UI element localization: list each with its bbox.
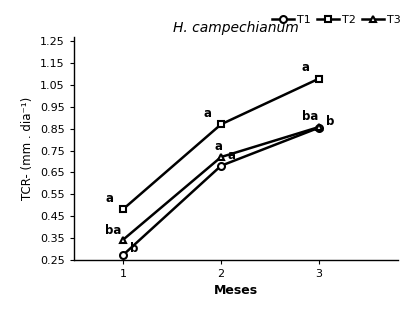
T1 (120, 253, 125, 257)
T3 (316, 125, 321, 129)
T2 (218, 122, 223, 126)
Text: a: a (203, 107, 211, 120)
Text: ba: ba (301, 110, 317, 123)
Text: a: a (213, 140, 222, 153)
Y-axis label: TCR- (mm . dia⁻¹): TCR- (mm . dia⁻¹) (21, 97, 34, 200)
Text: a: a (105, 193, 113, 205)
X-axis label: Meses: Meses (213, 284, 257, 297)
T3 (218, 155, 223, 159)
Text: a: a (227, 150, 235, 163)
Line: T2: T2 (119, 75, 322, 213)
Text: ba: ba (105, 224, 121, 237)
Legend: T1, T2, T3: T1, T2, T3 (267, 11, 404, 29)
T2 (316, 77, 321, 80)
Text: b: b (325, 115, 334, 128)
Text: b: b (129, 242, 138, 255)
Line: T3: T3 (119, 124, 322, 243)
Text: a: a (301, 61, 309, 74)
T3 (120, 238, 125, 242)
Title: H. campechianum: H. campechianum (173, 20, 298, 35)
Line: T1: T1 (119, 124, 322, 259)
T1 (218, 164, 223, 167)
T1 (316, 126, 321, 129)
T2 (120, 208, 125, 211)
